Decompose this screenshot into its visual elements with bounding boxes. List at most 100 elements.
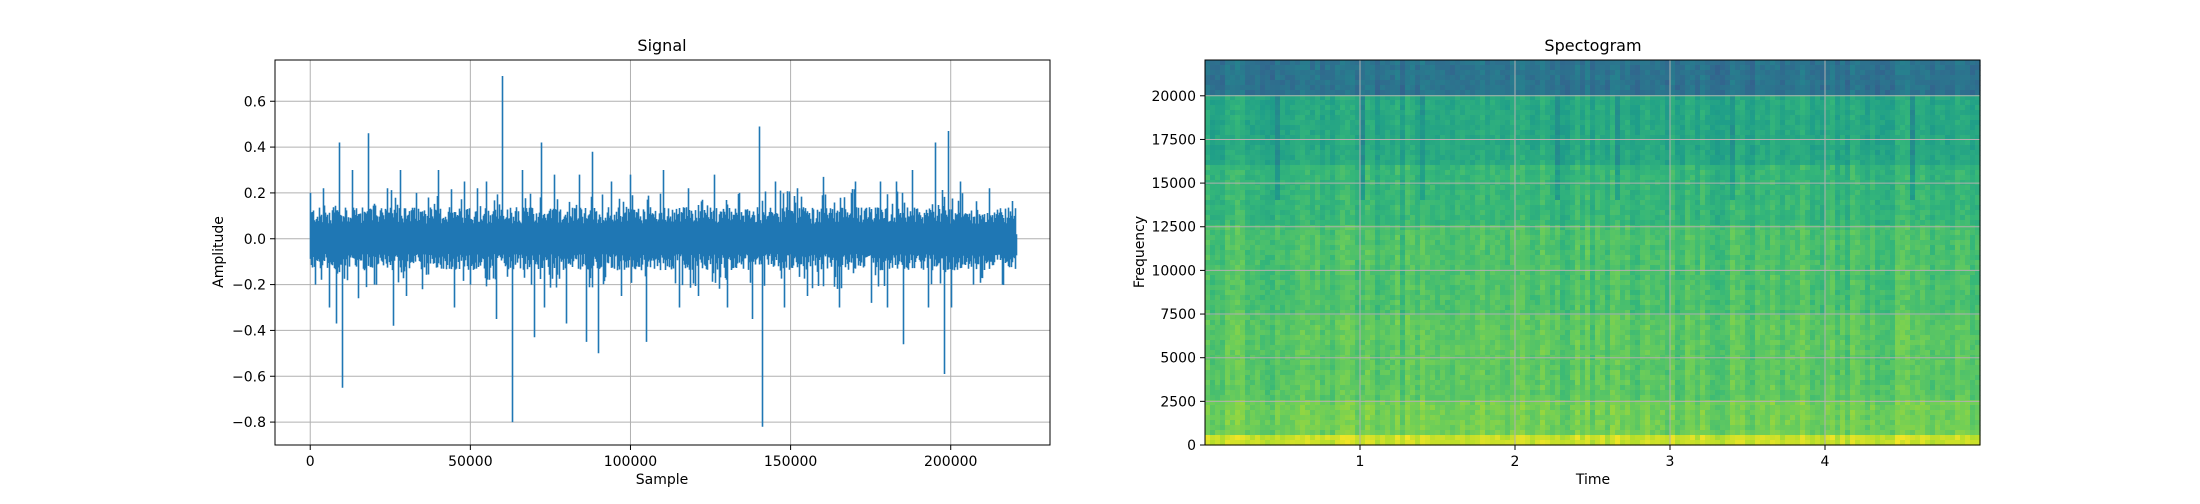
spectrogram-cell (1245, 295, 1251, 301)
spectrogram-cell (1325, 90, 1331, 96)
spectrogram-cell (1405, 300, 1411, 306)
spectrogram-cell (1460, 255, 1466, 261)
spectrogram-cell (1450, 105, 1456, 111)
spectrogram-cell (1275, 195, 1281, 201)
spectrogram-cell (1250, 345, 1256, 351)
spectrogram-cell (1360, 380, 1366, 386)
spectrogram-cell (1225, 235, 1231, 241)
spectrogram-cell (1335, 305, 1341, 311)
spectrogram-cell (1410, 375, 1416, 381)
spectrogram-cell (1360, 195, 1366, 201)
spectrogram-cell (1230, 110, 1236, 116)
spectrogram-cell (1495, 155, 1501, 161)
spectrogram-cell (1250, 360, 1256, 366)
spectrogram-cell (1405, 345, 1411, 351)
spectrogram-cell (1465, 340, 1471, 346)
spectrogram-cell (1455, 150, 1461, 156)
spectrogram-cell (1320, 190, 1326, 196)
spectrogram-cell (1520, 160, 1526, 166)
spectrogram-cell (1490, 420, 1496, 426)
spectrogram-cell (1400, 110, 1406, 116)
spectrogram-cell (1305, 185, 1311, 191)
spectrogram-cell (1215, 400, 1221, 406)
spectrogram-cell (1460, 370, 1466, 376)
spectrogram-cell (1460, 380, 1466, 386)
spectrogram-cell (1320, 140, 1326, 146)
spectrogram-cell (1495, 200, 1501, 206)
spectrogram-cell (1455, 340, 1461, 346)
spectrogram-cell (1330, 145, 1336, 151)
spectrogram-cell (1220, 335, 1226, 341)
spectrogram-cell (1515, 305, 1521, 311)
spectrogram-cell (1495, 375, 1501, 381)
spectrogram-cell (1395, 65, 1401, 71)
spectrogram-cell (1375, 100, 1381, 106)
spectrogram-cell (1435, 365, 1441, 371)
spectrogram-cell (1480, 425, 1486, 431)
spectrogram-cell (1300, 290, 1306, 296)
spectrogram-cell (1485, 340, 1491, 346)
spectrogram-cell (1430, 120, 1436, 126)
spectrogram-cell (1370, 230, 1376, 236)
spectrogram-cell (1220, 290, 1226, 296)
spectrogram-cell (1385, 185, 1391, 191)
spectrogram-cell (1520, 340, 1526, 346)
spectrogram-cell (1435, 275, 1441, 281)
spectrogram-cell (1305, 195, 1311, 201)
spectrogram-cell (1470, 325, 1476, 331)
spectrogram-cell (1235, 405, 1241, 411)
spectrogram-cell (1225, 425, 1231, 431)
spectrogram-cell (1340, 435, 1346, 441)
spectrogram-cell (1260, 315, 1266, 321)
spectrogram-cell (1310, 65, 1316, 71)
spectrogram-cell (1335, 415, 1341, 421)
spectrogram-cell (1435, 345, 1441, 351)
spectrogram-cell (1395, 380, 1401, 386)
spectrogram-chart-title: Spectogram (1544, 36, 1641, 55)
spectrogram-cell (1350, 350, 1356, 356)
spectrogram-cell (1455, 285, 1461, 291)
spectrogram-cell (1425, 290, 1431, 296)
spectrogram-cell (1435, 320, 1441, 326)
spectrogram-cell (1230, 220, 1236, 226)
spectrogram-cell (1485, 425, 1491, 431)
spectrogram-cell (1480, 60, 1486, 66)
spectrogram-cell (1405, 190, 1411, 196)
spectrogram-cell (1345, 245, 1351, 251)
spectrogram-cell (1340, 280, 1346, 286)
spectrogram-cell (1305, 280, 1311, 286)
spectrogram-cell (1455, 360, 1461, 366)
spectrogram-cell (1280, 125, 1286, 131)
spectrogram-cell (1225, 320, 1231, 326)
spectrogram-cell (1500, 345, 1506, 351)
spectrogram-cell (1390, 110, 1396, 116)
spectrogram-cell (1350, 385, 1356, 391)
spectrogram-cell (1325, 275, 1331, 281)
spectrogram-cell (1420, 295, 1426, 301)
spectrogram-cell (1285, 360, 1291, 366)
spectrogram-cell (1250, 260, 1256, 266)
spectrogram-cell (1265, 220, 1271, 226)
spectrogram-cell (1205, 360, 1211, 366)
spectrogram-cell (1350, 75, 1356, 81)
spectrogram-cell (1515, 185, 1521, 191)
spectrogram-cell (1485, 230, 1491, 236)
spectrogram-cell (1210, 160, 1216, 166)
spectrogram-cell (1225, 435, 1231, 441)
spectrogram-cell (1425, 375, 1431, 381)
spectrogram-cell (1280, 315, 1286, 321)
spectrogram-cell (1390, 60, 1396, 66)
spectrogram-cell (1440, 190, 1446, 196)
spectrogram-cell (1490, 320, 1496, 326)
spectrogram-cell (1310, 155, 1316, 161)
spectrogram-cell (1275, 110, 1281, 116)
spectrogram-cell (1385, 365, 1391, 371)
spectrogram-cell (1395, 125, 1401, 131)
spectrogram-cell (1385, 310, 1391, 316)
spectrogram-cell (1415, 60, 1421, 66)
spectrogram-cell (1495, 345, 1501, 351)
spectrogram-cell (1305, 435, 1311, 441)
spectrogram-cell (1340, 85, 1346, 91)
spectrogram-cell (1390, 285, 1396, 291)
spectrogram-cell (1385, 360, 1391, 366)
